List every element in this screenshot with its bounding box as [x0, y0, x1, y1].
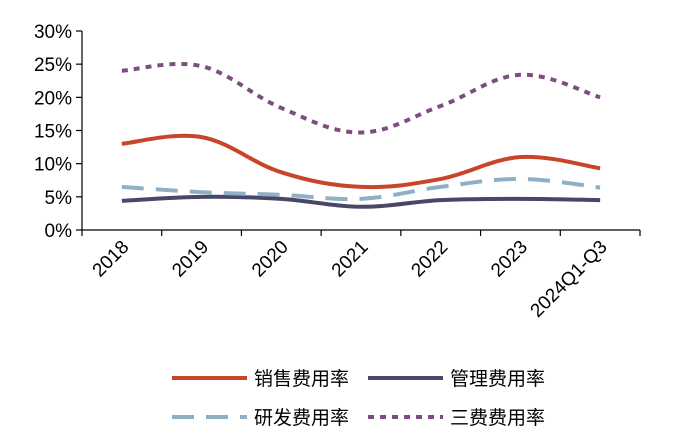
legend-item: 三费费用率	[368, 407, 545, 429]
x-tick-label: 2019	[168, 237, 213, 282]
y-tick-label: 0%	[45, 221, 73, 242]
series-line	[121, 176, 601, 202]
legend-item: 研发费用率	[172, 407, 349, 429]
y-tick-label: 20%	[34, 88, 72, 109]
legend-label: 三费费用率	[450, 407, 545, 429]
series-layer	[121, 61, 601, 209]
legend-label: 销售费用率	[254, 368, 349, 390]
y-tick-label: 5%	[45, 188, 73, 209]
series-0	[121, 133, 601, 190]
x-tick-label: 2021	[328, 237, 373, 282]
legend-label: 管理费用率	[450, 368, 545, 390]
y-tick-label: 15%	[34, 122, 72, 143]
x-tick-label: 2024Q1-Q3	[527, 237, 612, 322]
y-tick-label: 25%	[34, 55, 72, 76]
y-tick-label: 10%	[34, 155, 72, 176]
series-3	[121, 61, 601, 135]
x-tick-label: 2022	[408, 237, 453, 282]
x-tick-label: 2018	[89, 237, 134, 282]
x-tick-label: 2023	[487, 237, 532, 282]
legend-item: 管理费用率	[368, 368, 545, 390]
legend-item: 销售费用率	[172, 368, 349, 390]
series-line	[121, 61, 601, 135]
x-tick-label: 2020	[248, 237, 293, 282]
series-2	[121, 176, 601, 202]
series-line	[121, 133, 601, 190]
y-axis: 0% 5% 10% 15% 20% 25% 30%	[34, 22, 83, 242]
y-tick-label: 30%	[34, 22, 72, 43]
legend-label: 研发费用率	[254, 407, 349, 429]
series-1	[121, 194, 601, 209]
